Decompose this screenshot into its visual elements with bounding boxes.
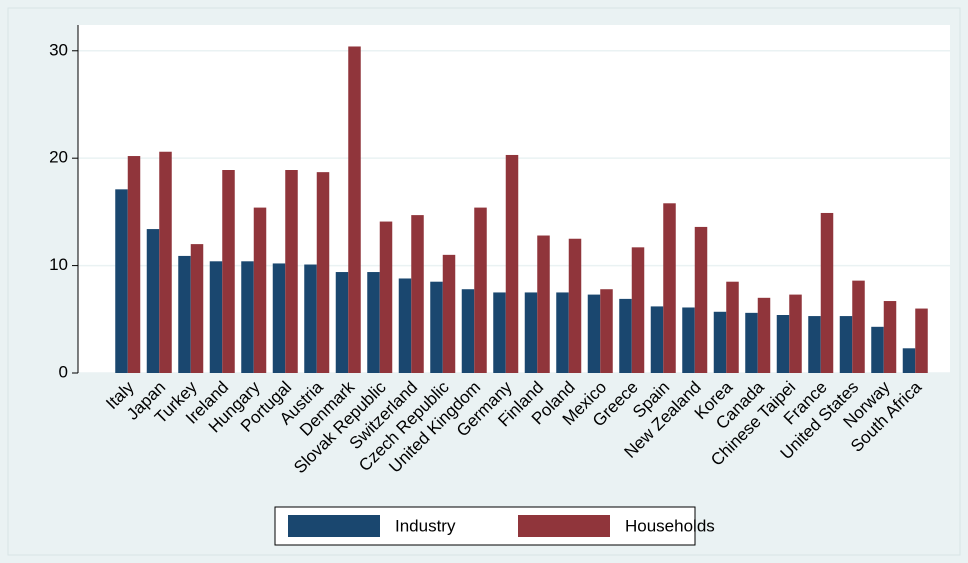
bar [348,46,361,374]
bar [619,298,632,373]
bar [493,292,506,373]
bar [442,254,456,373]
bar [757,297,771,373]
bar [871,326,884,373]
bar [587,294,601,373]
bar [713,311,727,373]
bar [190,244,204,373]
bar [304,264,317,373]
bar [650,306,664,373]
bar [556,292,569,373]
bar [789,294,802,373]
bar [285,170,298,373]
bar [883,301,897,373]
bar [682,307,695,373]
bar [524,292,538,373]
bar [146,229,160,373]
bar [776,315,790,373]
legend-label: Households [625,516,715,535]
bar [663,203,676,373]
bar [209,261,223,373]
bar [631,247,645,373]
bar [253,207,267,373]
bar [398,278,412,373]
bar [808,316,821,373]
y-tick-label: 20 [49,148,68,167]
bar [694,226,708,373]
bar [241,261,254,373]
bar [745,312,758,373]
bar [115,189,128,373]
bar [461,289,475,373]
bar [820,212,834,373]
bar [568,238,582,373]
bar [902,348,916,373]
bar [915,308,928,373]
bar [159,151,172,373]
bar [474,207,487,373]
bar [600,289,613,373]
bar [178,255,191,373]
bar [430,281,443,373]
bar [316,172,330,373]
legend-swatch [518,515,610,537]
bar [411,215,424,373]
legend-label: Industry [395,516,456,535]
bar [127,156,141,373]
bar [367,272,380,373]
bar [852,280,865,373]
bar [726,281,739,373]
y-tick-label: 30 [49,40,68,59]
y-tick-label: 10 [49,255,68,274]
bar [222,170,235,373]
bar [272,263,286,373]
y-tick-label: 0 [59,362,68,381]
bar [379,221,393,373]
bar [839,316,853,373]
bar [335,272,349,373]
bar [505,154,519,373]
bar [537,235,550,373]
legend-swatch [288,515,380,537]
